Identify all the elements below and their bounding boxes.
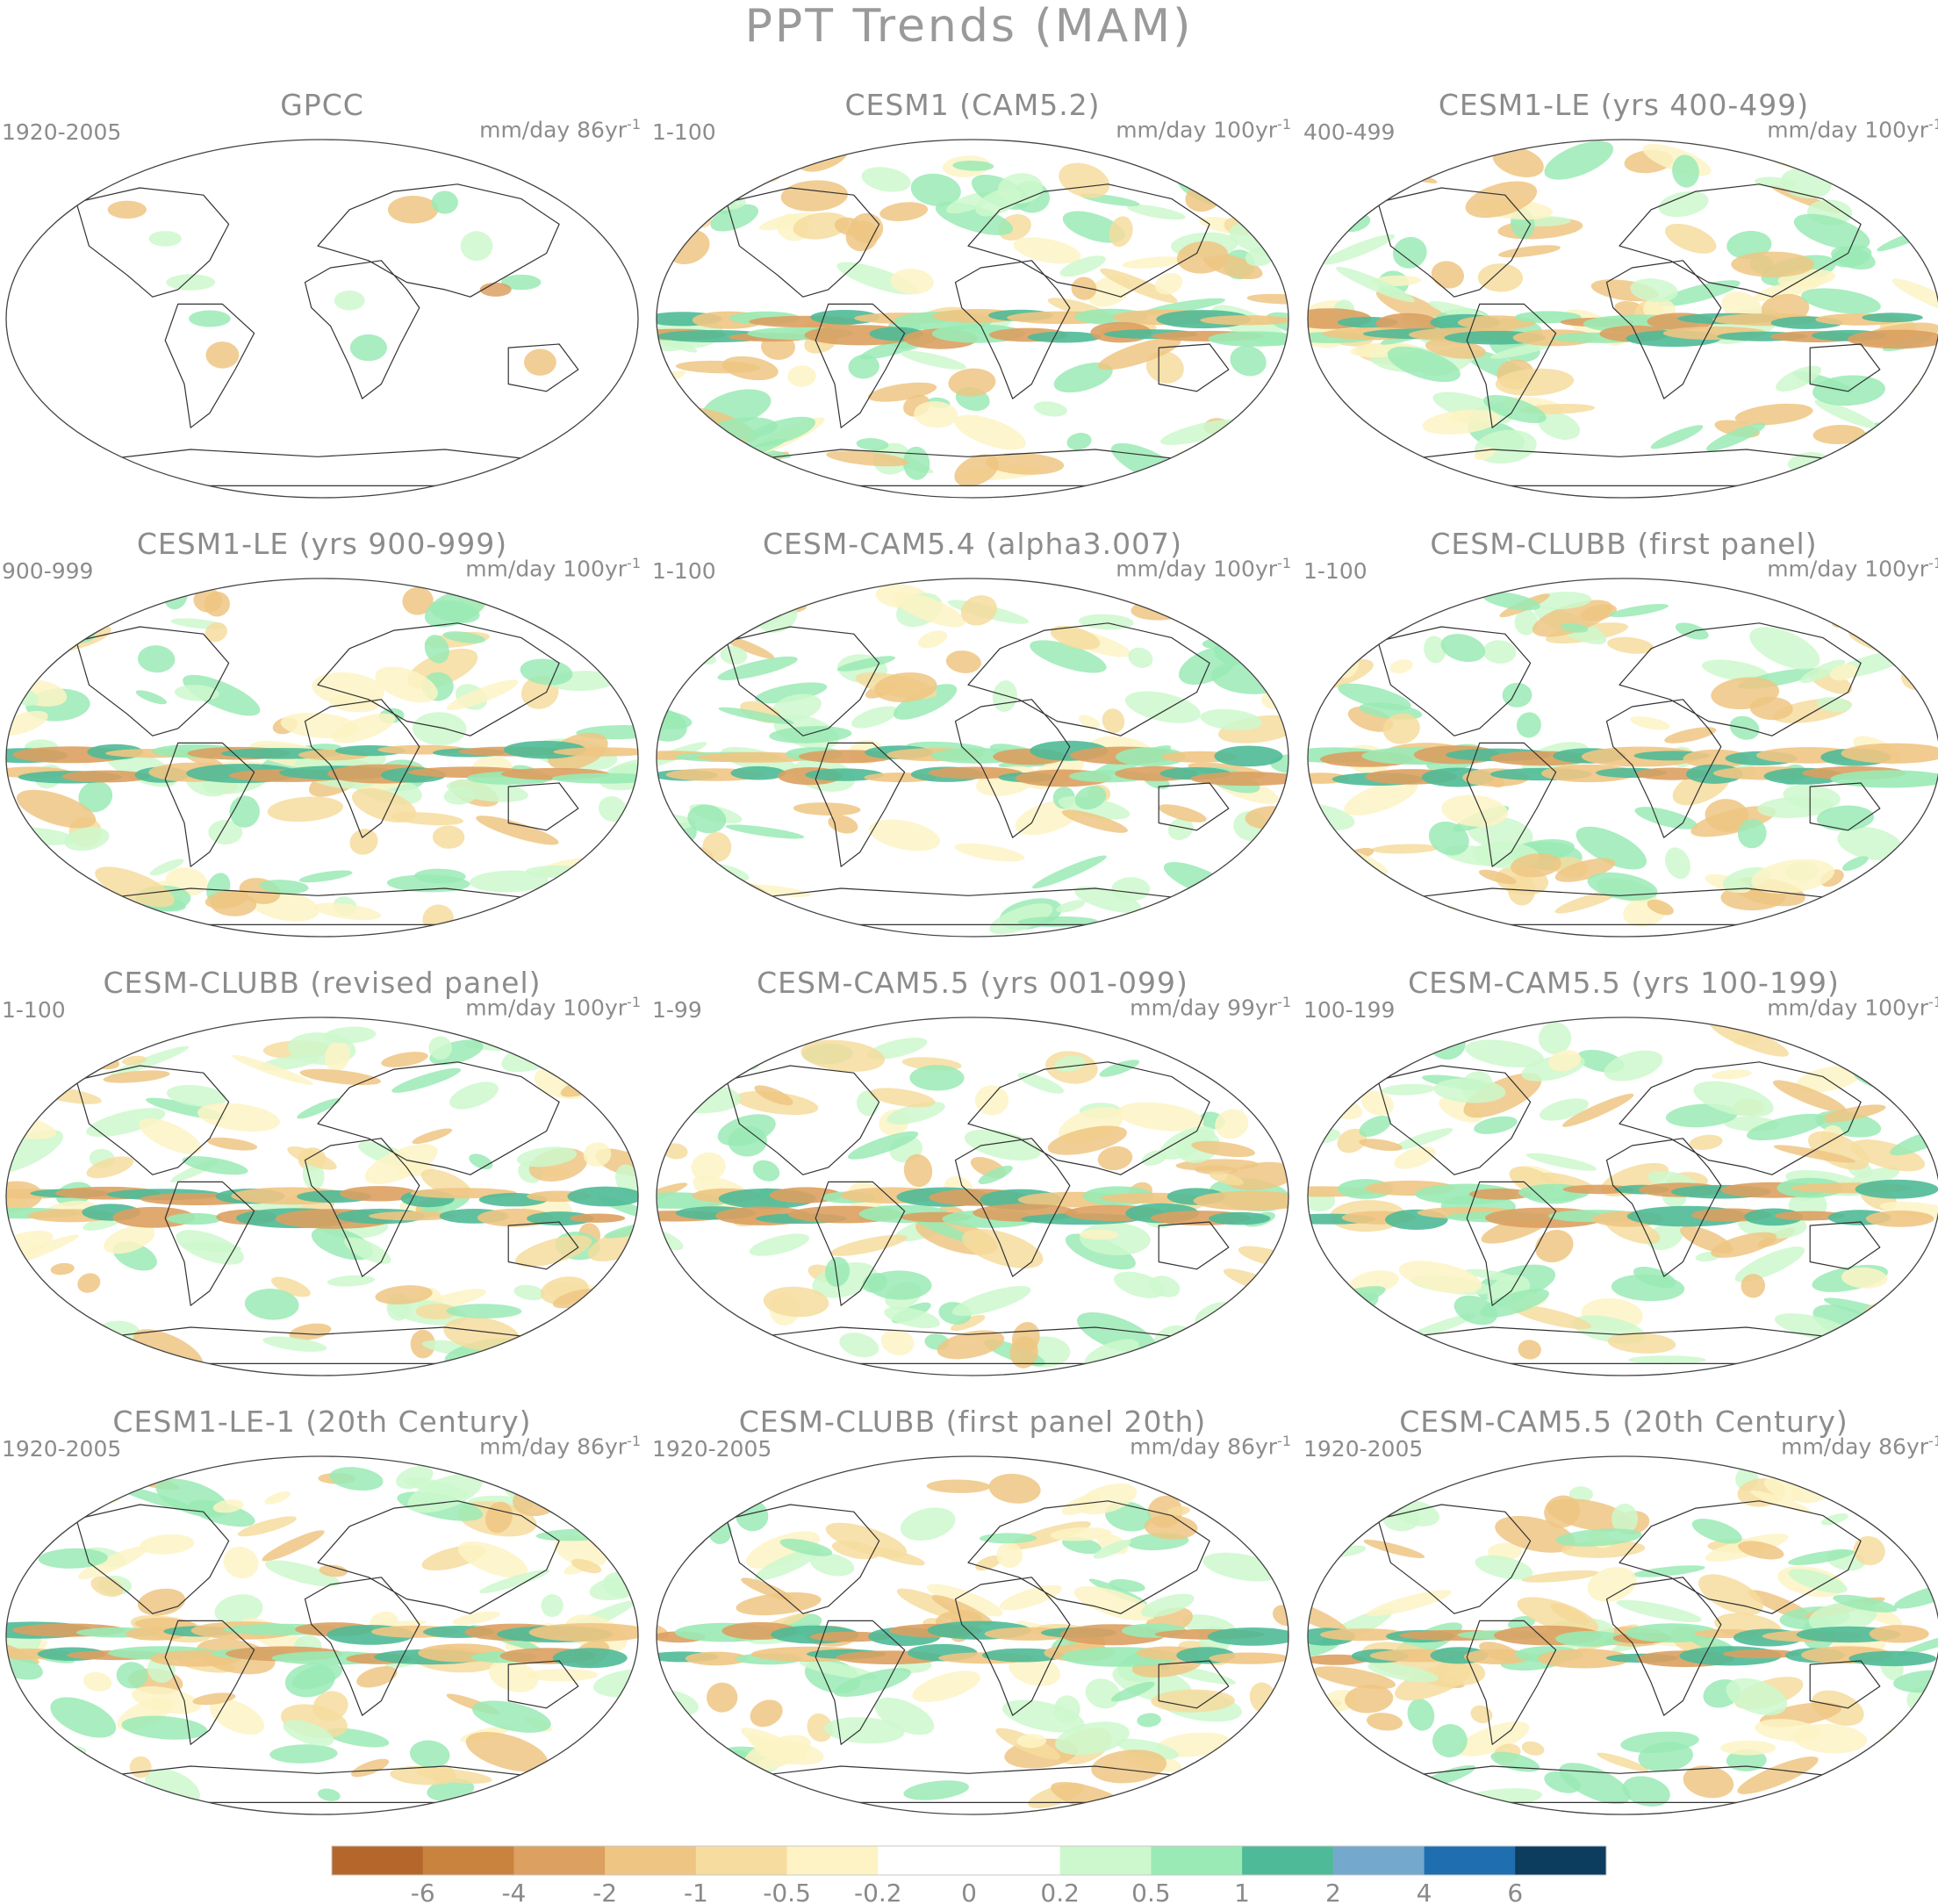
colorbar-segment [1151, 1846, 1243, 1875]
colorbar-segment [1424, 1846, 1516, 1875]
robinson-map [5, 1017, 639, 1376]
colorbar-tick-label: 4 [1417, 1879, 1432, 1904]
panel-units: mm/day 86yr-1 [479, 116, 641, 143]
robinson-map [656, 1455, 1289, 1815]
robinson-map [1307, 1455, 1938, 1815]
panel-title: CESM1-LE (yrs 900-999) [136, 527, 508, 561]
panel-title: CESM-CLUBB (first panel 20th) [738, 1405, 1207, 1439]
robinson-map [656, 1017, 1289, 1376]
panel-period: 1-100 [1303, 558, 1367, 584]
panel-units: mm/day 86yr-1 [1781, 1433, 1938, 1460]
map-panel: CESM-CAM5.5 (yrs 001-099) 1-99 mm/day 99yr… [650, 966, 1295, 1387]
panel-period: 1920-2005 [652, 1436, 772, 1462]
robinson-map [1307, 578, 1938, 938]
colorbar-tick-label: 1 [1234, 1879, 1250, 1904]
colorbar-tick-label: 0 [961, 1879, 977, 1904]
robinson-map [5, 139, 639, 499]
figure-title: PPT Trends (MAM) [744, 0, 1194, 53]
colorbar-tick-label: 2 [1325, 1879, 1341, 1904]
map-panel: CESM-CAM5.4 (alpha3.007) 1-100 mm/day 100y… [650, 527, 1295, 948]
colorbar-segment [1515, 1846, 1607, 1875]
panel-period: 100-199 [1303, 997, 1396, 1023]
panel-units: mm/day 100yr-1 [1767, 555, 1938, 582]
panel-units: mm/day 86yr-1 [479, 1433, 641, 1460]
panel-units: mm/day 100yr-1 [1116, 555, 1291, 582]
colorbar-segment [605, 1846, 697, 1875]
panel-units: mm/day 100yr-1 [465, 994, 641, 1021]
colorbar-segment [332, 1846, 424, 1875]
map-panel: CESM1-LE-1 (20th Century) 1920-2005 mm/day… [0, 1405, 644, 1826]
colorbar-tick-label: -6 [411, 1879, 435, 1904]
colorbar-segment [695, 1846, 788, 1875]
robinson-map [1307, 1017, 1938, 1376]
colorbar-segment [1059, 1846, 1152, 1875]
robinson-map [5, 1455, 639, 1815]
panel-title: CESM1-LE (yrs 400-499) [1438, 88, 1810, 122]
panel-period: 1-99 [652, 997, 702, 1023]
panel-period: 1-100 [652, 119, 716, 145]
panel-period: 900-999 [2, 558, 94, 584]
map-panel: CESM-CAM5.5 (20th Century) 1920-2005 mm/da… [1302, 1405, 1938, 1826]
colorbar-tick-label: 0.2 [1040, 1879, 1080, 1904]
colorbar-tick-label: -0.2 [854, 1879, 902, 1904]
panel-title: CESM-CLUBB (revised panel) [103, 966, 542, 1000]
colorbar-segment [969, 1846, 1061, 1875]
panel-title: CESM-CAM5.4 (alpha3.007) [763, 527, 1182, 561]
panel-units: mm/day 86yr-1 [1130, 1433, 1291, 1460]
colorbar-segment [422, 1846, 514, 1875]
map-panel: CESM1 (CAM5.2) 1-100 mm/day 100yr-1 [650, 88, 1295, 509]
map-panel: CESM-CAM5.5 (yrs 100-199) 100-199 mm/day 1… [1302, 966, 1938, 1387]
colorbar-segment [1332, 1846, 1425, 1875]
robinson-map [5, 578, 639, 938]
colorbar-tick-label: -1 [684, 1879, 708, 1904]
colorbar-segment [1242, 1846, 1334, 1875]
colorbar-tick-label: -0.5 [763, 1879, 811, 1904]
panel-units: mm/day 99yr-1 [1130, 994, 1291, 1021]
panel-units: mm/day 100yr-1 [1767, 994, 1938, 1021]
panel-period: 400-499 [1303, 119, 1396, 145]
panel-period: 1-100 [652, 558, 716, 584]
colorbar-segment [878, 1846, 970, 1875]
map-panel: CESM-CLUBB (revised panel) 1-100 mm/day 10… [0, 966, 644, 1387]
panel-units: mm/day 100yr-1 [1116, 116, 1291, 143]
robinson-map [656, 578, 1289, 938]
colorbar-tick-label: -4 [501, 1879, 526, 1904]
map-panel: CESM1-LE (yrs 900-999) 900-999 mm/day 100y… [0, 527, 644, 948]
map-panel: GPCC 1920-2005 mm/day 86yr-1 [0, 88, 644, 509]
map-panel: CESM-CLUBB (first panel) 1-100 mm/day 100y… [1302, 527, 1938, 948]
map-panel: CESM1-LE (yrs 400-499) 400-499 mm/day 100y… [1302, 88, 1938, 509]
panel-title: CESM-CAM5.5 (yrs 001-099) [757, 966, 1188, 1000]
robinson-map [1307, 139, 1938, 499]
colorbar-tick-label: 0.5 [1131, 1879, 1171, 1904]
panel-period: 1920-2005 [1303, 1436, 1424, 1462]
colorbar-tick-label: -2 [592, 1879, 617, 1904]
map-panel: CESM-CLUBB (first panel 20th) 1920-2005 mm… [650, 1405, 1295, 1826]
colorbar-tick-label: 6 [1507, 1879, 1523, 1904]
panel-title: CESM-CAM5.5 (yrs 100-199) [1408, 966, 1840, 1000]
panel-title: CESM1 (CAM5.2) [844, 88, 1101, 122]
panel-period: 1-100 [2, 997, 66, 1023]
panel-units: mm/day 100yr-1 [465, 555, 641, 582]
robinson-map [656, 139, 1289, 499]
panel-period: 1920-2005 [2, 119, 122, 145]
panel-title: CESM-CLUBB (first panel) [1430, 527, 1818, 561]
panel-title: CESM1-LE-1 (20th Century) [112, 1405, 532, 1439]
colorbar-segment [513, 1846, 606, 1875]
panel-title: GPCC [280, 88, 364, 122]
colorbar-segment [786, 1846, 879, 1875]
panel-period: 1920-2005 [2, 1436, 122, 1462]
panel-title: CESM-CAM5.5 (20th Century) [1399, 1405, 1848, 1439]
panel-units: mm/day 100yr-1 [1767, 116, 1938, 143]
